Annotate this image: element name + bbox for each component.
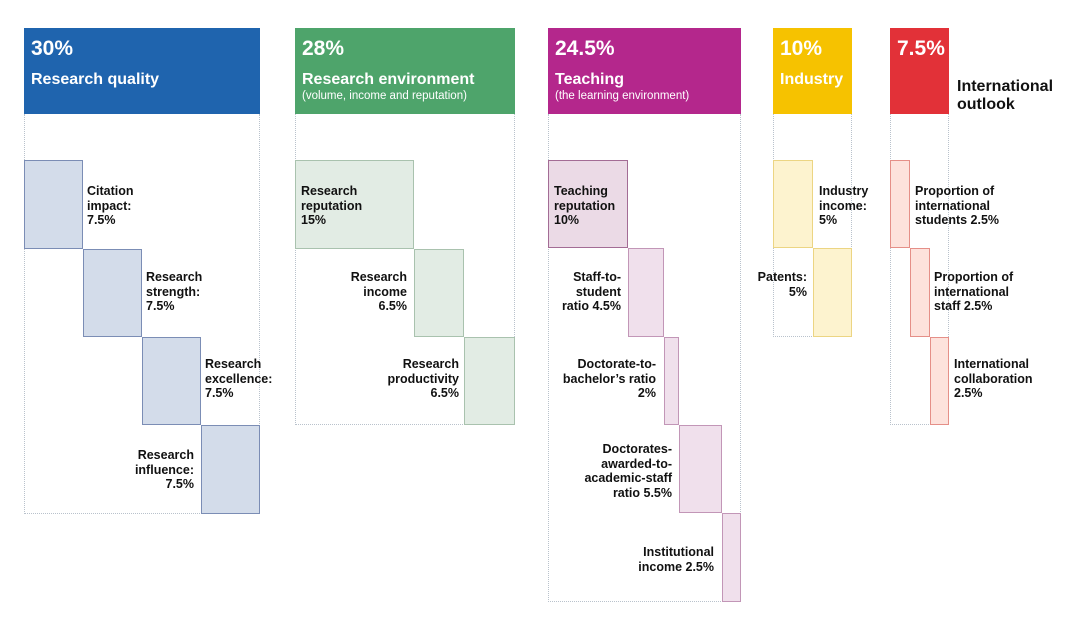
research-strength-box — [83, 249, 142, 337]
citation-impact-label: Citation impact: 7.5% — [87, 184, 134, 227]
international-students-box — [890, 160, 910, 248]
teaching-frame — [548, 114, 741, 602]
research-quality-header: 30% Research quality — [24, 28, 260, 114]
international-collaboration-label: International collaboration 2.5% — [954, 357, 1033, 400]
international-outlook-title: International outlook — [957, 78, 1054, 113]
research-environment-percent: 28% — [302, 37, 345, 60]
research-income-box — [414, 249, 464, 337]
research-reputation-label: Research reputation 15% — [301, 184, 363, 227]
research-quality-title: Research quality — [31, 71, 160, 88]
doctorate-to-bachelors-ratio-box — [664, 337, 679, 425]
patents-box — [813, 248, 852, 337]
institutional-income-box — [722, 513, 741, 602]
staff-to-student-ratio-box — [628, 248, 664, 337]
research-strength-label: Research strength: 7.5% — [146, 270, 203, 313]
citation-impact-box — [24, 160, 83, 249]
research-productivity-label: Research productivity 6.5% — [387, 357, 459, 400]
research-quality-frame — [24, 114, 260, 514]
industry-header: 10% Industry — [773, 28, 852, 114]
international-staff-label: Proportion of international staff 2.5% — [934, 270, 1014, 313]
international-outlook-header: 7.5% — [890, 28, 949, 114]
international-students-label: Proportion of international students 2.5% — [915, 184, 1000, 227]
research-influence-label: Research influence: 7.5% — [134, 448, 194, 491]
research-environment-title: Research environment — [302, 71, 475, 88]
industry-percent: 10% — [780, 37, 823, 60]
research-environment-frame — [295, 114, 515, 425]
teaching-reputation-box — [548, 160, 628, 248]
industry-income-box — [773, 160, 813, 248]
research-influence-box — [201, 425, 260, 514]
industry-title: Industry — [780, 71, 844, 88]
international-outlook-frame — [890, 114, 949, 425]
doctorate-to-bachelors-ratio-label: Doctorate-to-bachelor’s ratio 2% — [562, 357, 656, 400]
research-productivity-box — [464, 337, 515, 425]
doctorates-to-staff-ratio-label: Doctorates-awarded-to-academic-staff rati… — [584, 442, 672, 500]
research-excellence-label: Research excellence: 7.5% — [205, 357, 273, 400]
institutional-income-label: Institutional income 2.5% — [638, 545, 714, 574]
research-reputation-box — [295, 160, 414, 249]
industry-income-label: Industry income: 5% — [819, 184, 869, 227]
research-income-label: Research income 6.5% — [350, 270, 407, 313]
teaching-percent: 24.5% — [555, 37, 615, 60]
research-environment-header: 28% Research environment (volume, income… — [295, 28, 515, 114]
teaching-title: Teaching — [555, 71, 625, 88]
research-environment-subtitle: (volume, income and reputation) — [302, 90, 467, 102]
research-quality-percent: 30% — [31, 37, 74, 60]
teaching-header: 24.5% Teaching (the learning environment… — [548, 28, 741, 114]
doctorates-to-staff-ratio-box — [679, 425, 722, 513]
research-excellence-box — [142, 337, 201, 425]
staff-to-student-ratio-label: Staff-to-student ratio 4.5% — [561, 270, 621, 313]
international-staff-box — [910, 248, 930, 337]
patents-label: Patents: 5% — [757, 270, 807, 299]
teaching-subtitle: (the learning environment) — [555, 90, 690, 102]
teaching-reputation-label: Teaching reputation 10% — [554, 184, 616, 227]
international-outlook-percent: 7.5% — [897, 37, 945, 60]
international-collaboration-box — [930, 337, 949, 425]
